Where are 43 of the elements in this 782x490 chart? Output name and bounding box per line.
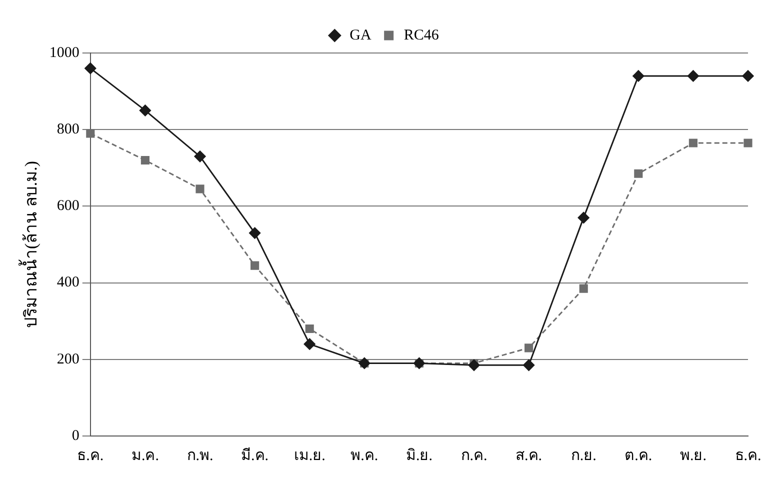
x-tick-label: ธ.ค. bbox=[77, 448, 104, 464]
point bbox=[304, 338, 316, 350]
point bbox=[139, 104, 151, 116]
point bbox=[86, 129, 95, 138]
x-tick-label: พ.ย. bbox=[680, 448, 706, 464]
x-tick-label: ธ.ค. bbox=[734, 448, 762, 464]
x-tick-label: ก.พ. bbox=[186, 448, 214, 464]
legend-label: RC46 bbox=[404, 27, 440, 44]
x-tick-label: ก.ค. bbox=[460, 448, 488, 464]
point bbox=[196, 184, 204, 194]
point bbox=[249, 227, 261, 239]
x-tick-label: ม.ค. bbox=[131, 448, 159, 464]
point bbox=[688, 138, 698, 148]
point bbox=[687, 70, 699, 82]
point bbox=[468, 359, 480, 371]
x-tick-label: เม.ย. bbox=[294, 448, 326, 464]
point bbox=[634, 169, 643, 178]
point bbox=[632, 70, 644, 82]
x-tick-label: พ.ค. bbox=[350, 448, 378, 464]
x-tick-label: มี.ค. bbox=[241, 446, 269, 464]
x-tick-label: ก.ย. bbox=[570, 448, 596, 464]
point bbox=[578, 212, 590, 224]
point bbox=[579, 284, 588, 293]
point bbox=[305, 324, 314, 334]
point bbox=[742, 70, 754, 82]
point bbox=[84, 62, 96, 74]
legend-label: GA bbox=[350, 27, 372, 44]
point bbox=[523, 359, 535, 371]
y-tick-label: 0 bbox=[72, 428, 80, 444]
x-tick-label: มิ.ย. bbox=[406, 446, 432, 464]
y-tick-label: 400 bbox=[56, 274, 80, 291]
x-tick-label: ต.ค. bbox=[624, 448, 652, 464]
y-tick-label: 800 bbox=[56, 122, 80, 138]
point bbox=[194, 150, 206, 162]
point bbox=[140, 156, 150, 165]
point bbox=[250, 261, 260, 270]
y-tick-label: 200 bbox=[56, 351, 80, 368]
y-axis-title: ปริมาณน้ำ(ล้าน ลบ.ม.) bbox=[18, 160, 41, 328]
point bbox=[744, 138, 752, 148]
point bbox=[524, 344, 534, 352]
x-tick-label: ส.ค. bbox=[516, 448, 542, 464]
y-tick-label: 1000 bbox=[49, 44, 80, 61]
y-tick-label: 600 bbox=[56, 198, 80, 214]
